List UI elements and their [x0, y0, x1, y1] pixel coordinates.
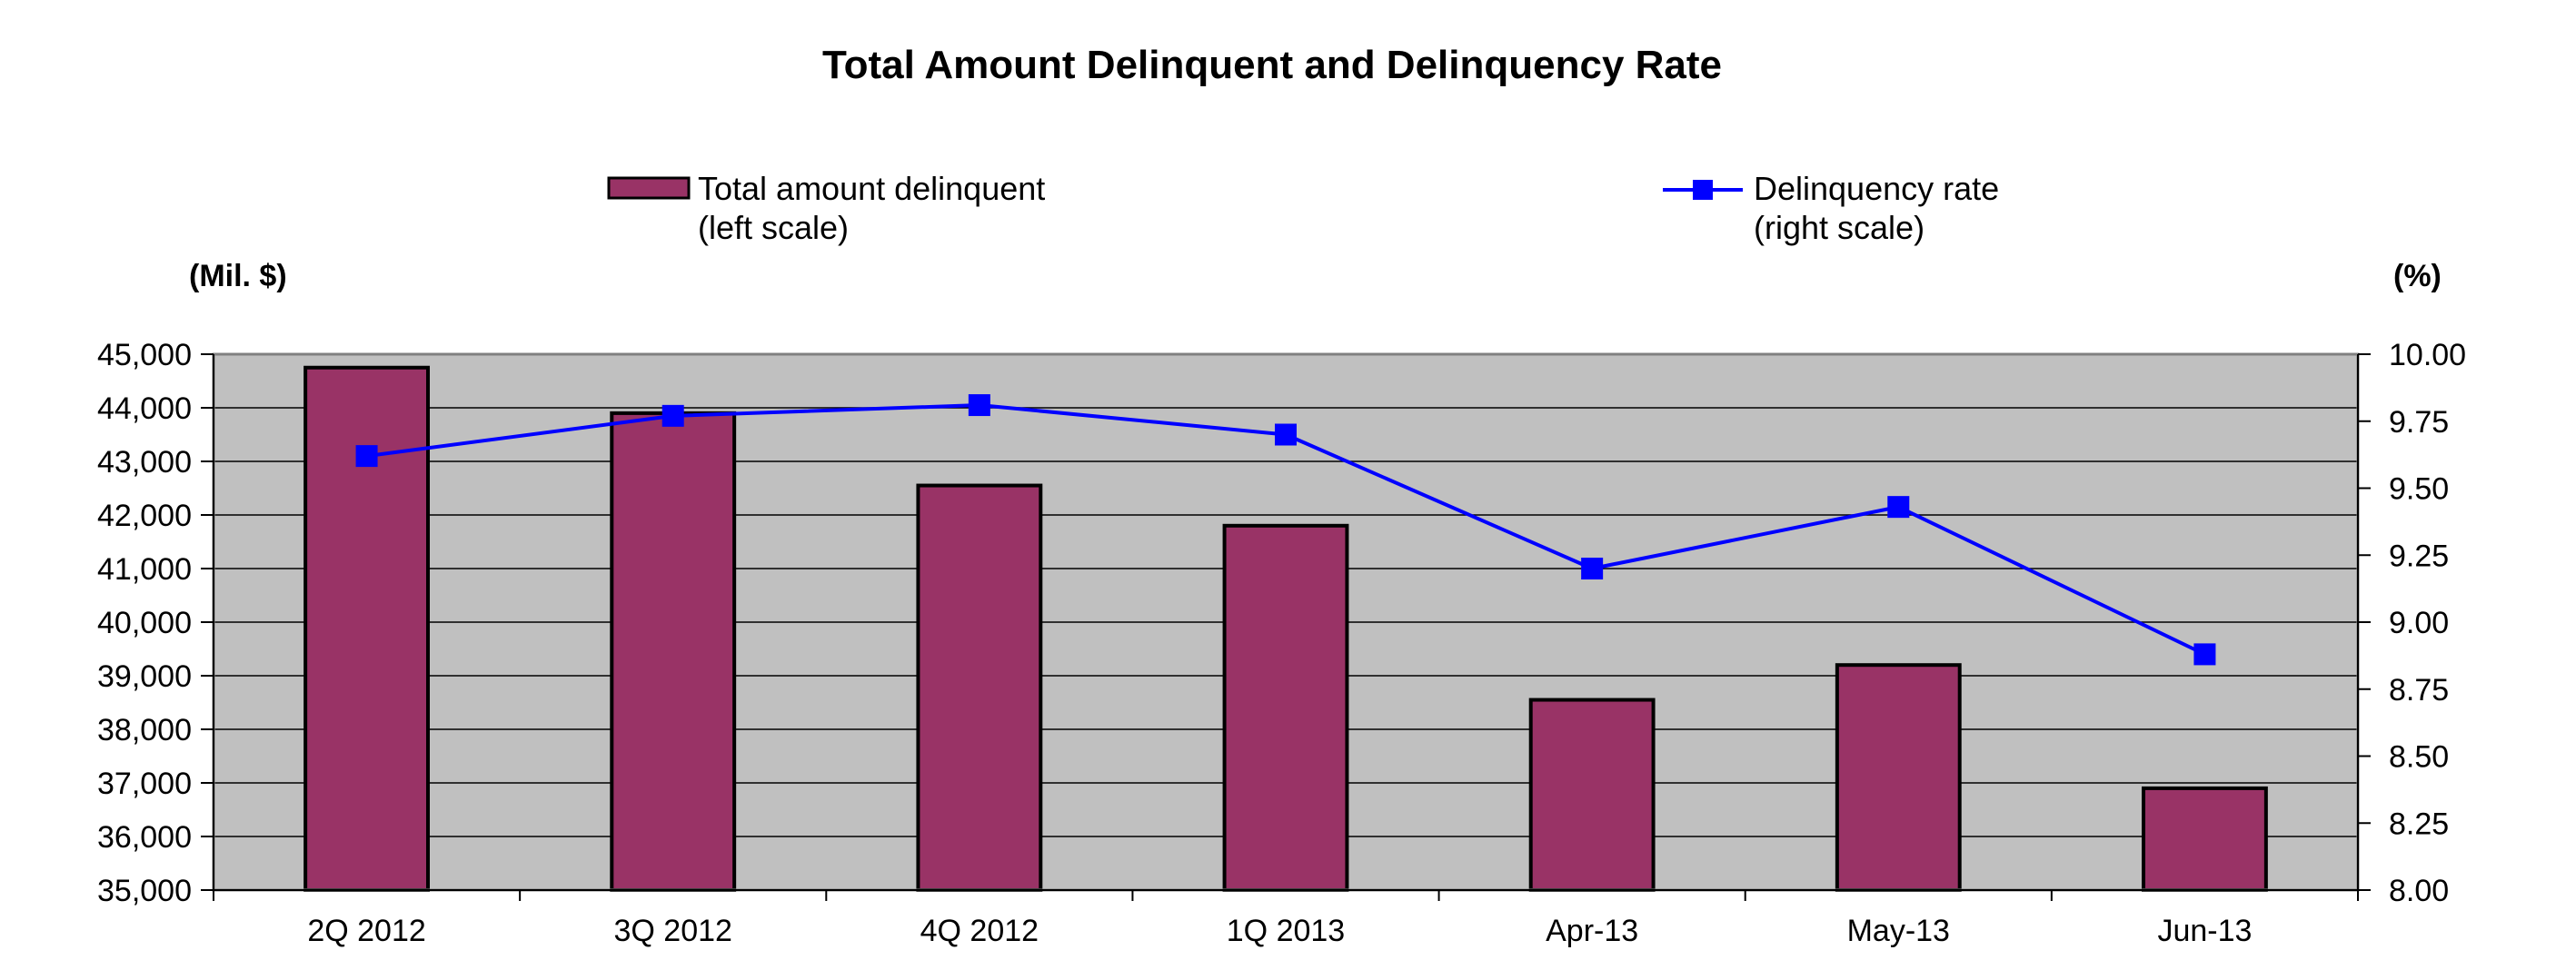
axes	[201, 352, 2371, 901]
right-axis-tick-labels: 8.00 8.25 8.50 8.75 9.00 9.25 9.50 9.75 10.00	[2389, 338, 2466, 908]
rate-point-2	[968, 394, 990, 417]
right-tick-label-3: 8.75	[2389, 673, 2449, 708]
right-tick-label-8: 10.00	[2389, 338, 2466, 372]
rate-point-3	[1275, 423, 1297, 446]
rate-point-6	[2193, 643, 2216, 666]
left-tick-label-3: 38,000	[97, 713, 192, 747]
x-tick-label-3: 1Q 2013	[1227, 914, 1345, 948]
left-tick-label-6: 41,000	[97, 552, 192, 587]
legend-bar-swatch	[607, 176, 691, 200]
left-tick-label-7: 42,000	[97, 499, 192, 533]
legend-line-label-line2: (right scale)	[1754, 209, 1925, 246]
x-tick-label-2: 4Q 2012	[920, 914, 1039, 948]
left-axis-tick-labels: 35,000 36,000 37,000 38,000 39,000 40,000 41,0…	[97, 338, 192, 908]
bar-4	[1528, 698, 1656, 892]
bar-3	[1222, 523, 1349, 892]
bar-series	[303, 365, 2268, 893]
bar-2	[916, 483, 1043, 892]
rate-point-1	[661, 404, 684, 427]
legend-bar-label-line2: (left scale)	[698, 209, 849, 246]
left-tick-label-2: 37,000	[97, 767, 192, 801]
x-axis-tick-labels: 2Q 2012 3Q 2012 4Q 2012 1Q 2013 Apr-13 May-13…	[307, 914, 2252, 948]
right-tick-label-0: 8.00	[2389, 874, 2449, 908]
left-tick-label-9: 44,000	[97, 391, 192, 426]
x-tick-label-1: 3Q 2012	[613, 914, 731, 948]
left-tick-label-0: 35,000	[97, 874, 192, 908]
legend-bar-label-line1: Total amount delinquent	[698, 170, 1045, 207]
rate-point-4	[1581, 558, 1604, 579]
right-tick-label-7: 9.75	[2389, 405, 2449, 440]
left-tick-label-1: 36,000	[97, 820, 192, 855]
legend-line-label-line1: Delinquency rate	[1754, 170, 1999, 207]
rate-point-5	[1887, 496, 1910, 519]
left-axis-unit: (Mil. $)	[189, 259, 287, 293]
chart-title: Total Amount Delinquent and Delinquency …	[822, 43, 1722, 87]
right-tick-label-1: 8.25	[2389, 807, 2449, 841]
line-series	[355, 394, 2216, 666]
right-axis-unit: (%)	[2393, 259, 2442, 293]
x-tick-label-0: 2Q 2012	[307, 914, 425, 948]
left-tick-label-10: 45,000	[97, 338, 192, 372]
left-tick-label-4: 39,000	[97, 659, 192, 694]
rate-point-0	[355, 445, 378, 468]
left-tick-label-5: 40,000	[97, 606, 192, 640]
bar-1	[610, 411, 737, 892]
bar-6	[2142, 786, 2268, 893]
x-tick-label-4: Apr-13	[1546, 914, 1638, 948]
bar-5	[1835, 663, 1962, 893]
right-tick-label-4: 9.00	[2389, 606, 2449, 640]
legend: Total amount delinquent (left scale) Del…	[607, 170, 1999, 246]
x-tick-label-5: May-13	[1847, 914, 1950, 948]
legend-line-marker	[1693, 180, 1713, 200]
right-tick-label-5: 9.25	[2389, 539, 2449, 573]
left-tick-label-8: 43,000	[97, 445, 192, 480]
x-tick-label-6: Jun-13	[2157, 914, 2252, 948]
right-tick-label-2: 8.50	[2389, 740, 2449, 775]
right-tick-label-6: 9.50	[2389, 472, 2449, 507]
